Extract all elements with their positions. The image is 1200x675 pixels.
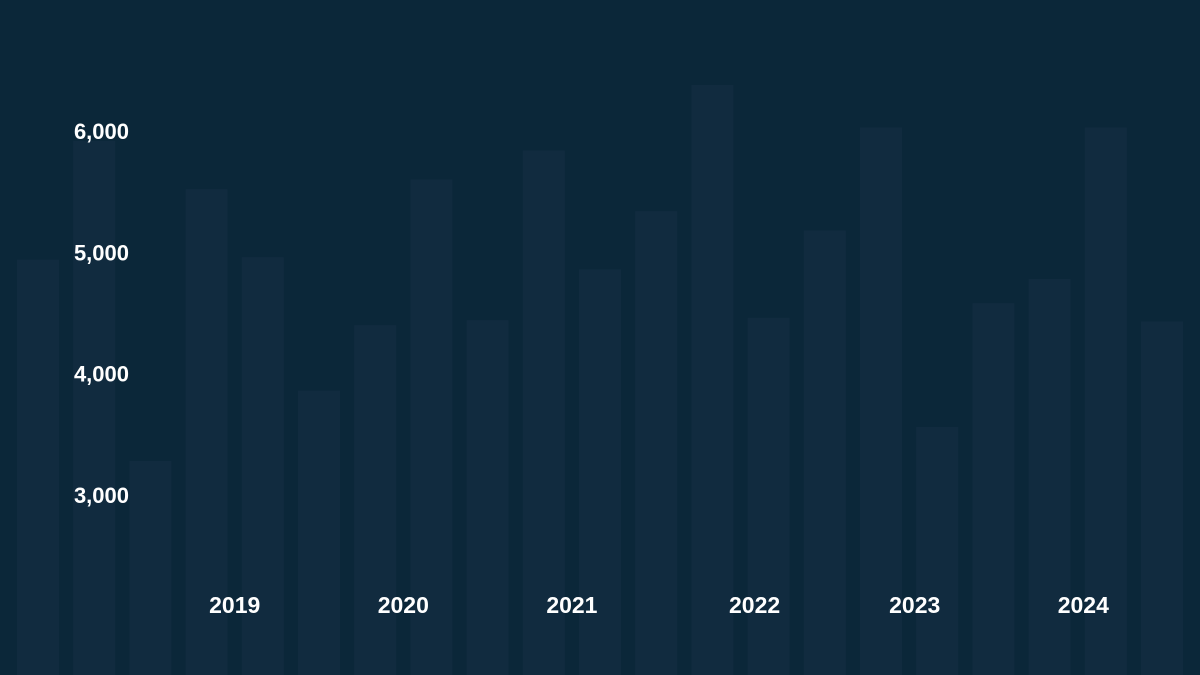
bar (354, 325, 397, 675)
bar (972, 303, 1015, 675)
bar (635, 211, 678, 675)
bars-group (17, 84, 1183, 675)
bar (1028, 279, 1071, 675)
bar (522, 150, 565, 675)
bar (185, 189, 228, 675)
x-tick-label: 2021 (546, 592, 597, 618)
bar (747, 317, 790, 675)
bar (410, 179, 453, 675)
x-tick-label: 2020 (378, 592, 429, 618)
bar (916, 427, 959, 675)
bar (466, 320, 509, 675)
x-tick-label: 2019 (209, 592, 260, 618)
bar (129, 460, 172, 675)
y-tick-label: 4,000 (74, 362, 129, 387)
bar (17, 259, 59, 675)
y-tick-label: 3,000 (74, 483, 129, 508)
bar (298, 390, 340, 675)
bar (860, 127, 902, 675)
x-axis-labels: 2019 2020 2021 2022 2023 2024 (209, 592, 1109, 618)
bar (241, 257, 284, 675)
y-tick-label: 6,000 (74, 119, 129, 144)
bar (1141, 321, 1183, 675)
bar (73, 140, 116, 675)
bar (803, 230, 846, 675)
x-tick-label: 2024 (1058, 592, 1109, 618)
x-tick-label: 2023 (889, 592, 940, 618)
y-tick-label: 5,000 (74, 240, 129, 265)
bar (691, 84, 734, 675)
x-tick-label: 2022 (729, 592, 780, 618)
bar (1084, 127, 1127, 675)
bar (579, 269, 621, 675)
y-axis-ticks: 6,000 5,000 4,000 3,000 (74, 119, 129, 508)
